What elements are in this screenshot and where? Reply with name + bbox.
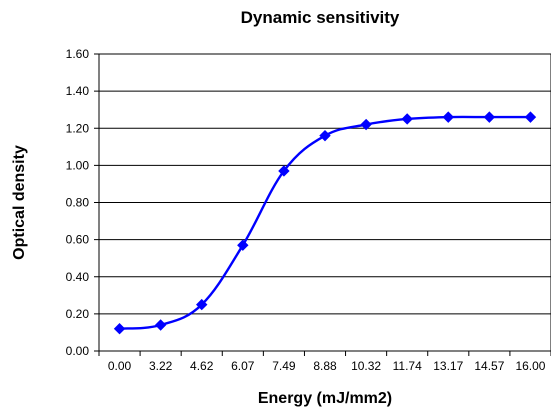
data-point-2: [196, 298, 208, 311]
x-tick-label-4: 7.49: [272, 359, 296, 373]
data-point-4: [278, 165, 290, 177]
y-tick-label-8: 1.60: [66, 47, 90, 61]
x-tick-label-9: 14.57: [474, 359, 504, 373]
data-point-10: [524, 111, 537, 123]
y-tick-layer: 0.00 0.20 0.40 0.60 0.80 1.00 1.20 1.40 1.60: [66, 47, 90, 358]
y-tick-label-3: 0.60: [66, 233, 90, 247]
x-tick-label-1: 3.22: [149, 359, 173, 373]
x-tick-layer: 0.00 3.22 4.62 6.07 7.49 8.88 10.32 11.74 13.17 1…: [108, 359, 546, 373]
x-tick-label-0: 0.00: [108, 359, 132, 373]
x-axis-label: Energy (mJ/mm2): [258, 390, 392, 407]
y-tick-label-1: 0.20: [66, 307, 90, 321]
y-tick-label-7: 1.40: [66, 84, 90, 98]
data-point-7: [401, 113, 413, 125]
y-axis-label: Optical density: [11, 145, 28, 260]
data-point-0: [113, 323, 126, 335]
data-point-1: [154, 319, 167, 331]
chart-title: Dynamic sensitivity: [240, 8, 400, 27]
data-point-9: [483, 111, 496, 123]
grid-layer: [99, 53, 551, 352]
y-tick-label-5: 1.00: [66, 158, 90, 172]
series-layer: [113, 111, 537, 335]
y-tick-label-4: 0.80: [66, 196, 90, 210]
axis-layer: [94, 53, 551, 356]
y-tick-label-6: 1.20: [66, 121, 90, 135]
x-tick-label-2: 4.62: [190, 359, 214, 373]
x-tick-label-10: 16.00: [515, 359, 545, 373]
x-tick-label-5: 8.88: [313, 359, 337, 373]
x-tick-label-3: 6.07: [231, 359, 255, 373]
x-tick-label-6: 10.32: [351, 359, 381, 373]
data-point-8: [442, 111, 454, 123]
data-point-3: [237, 239, 249, 251]
y-tick-label-2: 0.40: [66, 270, 90, 284]
series-line: [118, 115, 532, 330]
y-tick-label-0: 0.00: [66, 344, 90, 358]
data-point-5: [319, 129, 331, 142]
x-tick-label-7: 11.74: [393, 359, 422, 373]
data-point-6: [360, 118, 372, 131]
x-tick-label-8: 13.17: [433, 359, 463, 373]
